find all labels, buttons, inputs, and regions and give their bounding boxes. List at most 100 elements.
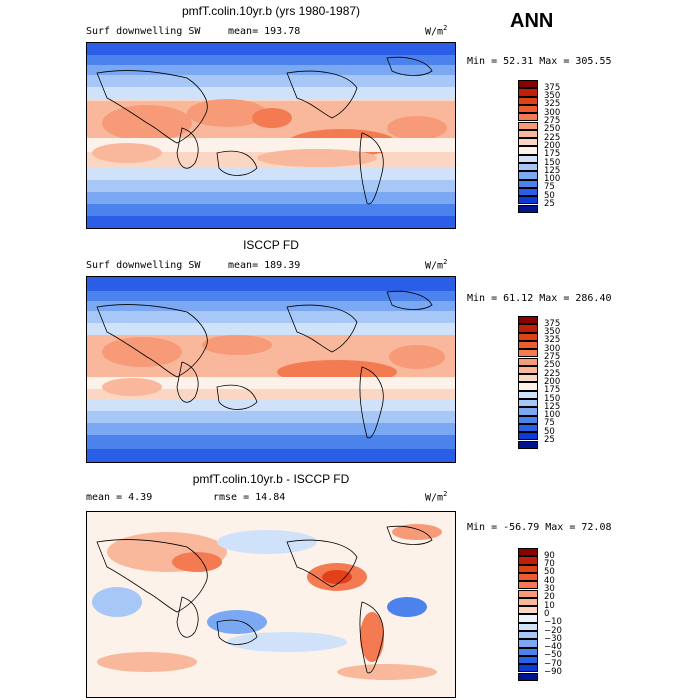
panel-1-colorbar-tick-label: 375 bbox=[544, 82, 561, 93]
panel-3-colorbar-tick-label: −70 bbox=[544, 658, 562, 669]
panel-1-colorbar-tick-label: 50 bbox=[544, 190, 555, 201]
panel-2-colorbar-tick-label: 25 bbox=[544, 435, 555, 445]
panel-1-colorbar-tick-label: 75 bbox=[544, 182, 555, 193]
panel-1-title: pmfT.colin.10yr.b (yrs 1980-1987) bbox=[181, 4, 361, 18]
panel-2-units: W/m2 bbox=[425, 258, 448, 272]
panel-3-colorbar-swatch bbox=[518, 564, 538, 573]
panel-2-colorbar-tick-label: 75 bbox=[544, 418, 555, 429]
panel-1-colorbar-swatch bbox=[518, 146, 538, 155]
panel-3-colorbar-tick-label: −40 bbox=[544, 642, 562, 653]
panel-3-colorbar-tick-label: −90 bbox=[544, 667, 562, 677]
panel-3-colorbar-tick-label: −10 bbox=[544, 617, 562, 628]
panel-2-colorbar-tick-label: 250 bbox=[544, 360, 561, 371]
panel-1-mean: mean= 193.78 bbox=[228, 26, 301, 37]
panel-3-colorbar-swatch bbox=[518, 639, 538, 648]
panel-3-colorbar-tick-label: 90 bbox=[544, 550, 555, 561]
panel-1-colorbar-tick-label: 275 bbox=[544, 116, 561, 126]
panel-2-colorbar-tick-label: 350 bbox=[544, 327, 561, 338]
panel-2-colorbar-swatch bbox=[518, 415, 538, 424]
panel-1-colorbar-swatch bbox=[518, 204, 538, 213]
panel-1-colorbar-tick-label: 100 bbox=[544, 174, 561, 185]
panel-3-colorbar-tick-label: 70 bbox=[544, 559, 555, 570]
panel-3-colorbar: 90 70 50 40 30 20 10 0 −10 −20 −30 −40 −50 −70 −90 bbox=[518, 548, 578, 688]
panel-3-colorbar-swatch bbox=[518, 664, 538, 673]
panel-2-colorbar-tick-label: 200 bbox=[544, 376, 561, 387]
panel-1-colorbar-tick-label: 250 bbox=[544, 124, 561, 135]
panel-3-colorbar-swatch bbox=[518, 589, 538, 598]
panel-3-colorbar-swatch bbox=[518, 581, 538, 590]
panel-3-minmax: Min = -56.79 Max = 72.08 bbox=[467, 522, 612, 533]
panel-1-colorbar: 375 350 325 300 275 250 225 200 175 150 125 100 75 50… bbox=[518, 80, 578, 220]
panel-3-colorbar-swatch bbox=[518, 631, 538, 640]
panel-1-colorbar-tick-label: 325 bbox=[544, 99, 561, 110]
panel-2-colorbar-tick-label: 125 bbox=[544, 401, 561, 412]
panel-3-colorbar-swatch bbox=[518, 572, 538, 582]
panel-3-colorbar-swatch bbox=[518, 606, 538, 615]
panel-2-colorbar-tick-label: 150 bbox=[544, 393, 561, 404]
panel-2-colorbar-swatch bbox=[518, 374, 538, 383]
panel-3-colorbar-tick-label: 30 bbox=[544, 584, 555, 594]
panel-3-colorbar-swatch bbox=[518, 647, 538, 656]
panel-1-colorbar-tick-label: 300 bbox=[544, 107, 561, 118]
panel-3-map bbox=[86, 511, 456, 698]
panel-1-colorbar-tick-label: 200 bbox=[544, 140, 561, 151]
panel-2-colorbar-swatch bbox=[518, 440, 538, 449]
season-label: ANN bbox=[510, 10, 554, 32]
panel-1-contour-field bbox=[87, 43, 455, 228]
panel-1-minmax: Min = 52.31 Max = 305.55 bbox=[467, 56, 612, 67]
panel-2-colorbar-swatch bbox=[518, 357, 538, 366]
panel-3-colorbar-tick-label: 10 bbox=[544, 600, 555, 611]
panel-2-colorbar-swatch bbox=[518, 324, 538, 333]
panel-1-colorbar-swatch bbox=[518, 129, 538, 139]
panel-3-colorbar-tick-label: −20 bbox=[544, 625, 562, 636]
panel-1-colorbar-tick-label: 350 bbox=[544, 91, 561, 102]
panel-2-colorbar-tick-label: 175 bbox=[544, 385, 561, 396]
panel-2-map bbox=[86, 276, 456, 463]
panel-3-colorbar-swatch bbox=[518, 614, 538, 623]
panel-3-units: W/m2 bbox=[425, 490, 448, 504]
panel-1-colorbar-swatch bbox=[518, 121, 538, 130]
panel-2-colorbar-swatch bbox=[518, 365, 538, 375]
panel-3-title: pmfT.colin.10yr.b - ISCCP FD bbox=[192, 472, 350, 486]
panel-3-colorbar-swatch bbox=[518, 548, 538, 557]
panel-1-colorbar-swatch bbox=[518, 113, 538, 122]
panel-3-colorbar-tick-label: −30 bbox=[544, 633, 562, 644]
panel-2-colorbar-swatch bbox=[518, 382, 538, 391]
panel-2-mean: mean= 189.39 bbox=[228, 260, 301, 271]
panel-3-colorbar-swatch bbox=[518, 672, 538, 681]
panel-1-colorbar-tick-label: 125 bbox=[544, 165, 561, 176]
panel-3-colorbar-swatch bbox=[518, 597, 538, 607]
panel-2-colorbar-tick-label: 275 bbox=[544, 352, 561, 362]
panel-3-mean: mean = 4.39 bbox=[86, 492, 153, 503]
panel-3-colorbar-tick-label: 20 bbox=[544, 592, 555, 603]
panel-1-map bbox=[86, 42, 456, 229]
panel-3-colorbar-tick-label: 50 bbox=[544, 567, 555, 578]
panel-2-colorbar-tick-label: 50 bbox=[544, 426, 555, 437]
panel-2-minmax: Min = 61.12 Max = 286.40 bbox=[467, 293, 612, 304]
panel-2-title: ISCCP FD bbox=[243, 238, 299, 252]
panel-2-colorbar: 375 350 325 300 275 250 225 200 175 150 125 100 75 50… bbox=[518, 316, 578, 456]
panel-1-variable-label: Surf downwelling SW bbox=[86, 26, 201, 37]
panel-1-colorbar-swatch bbox=[518, 179, 538, 188]
panel-1-colorbar-swatch bbox=[518, 96, 538, 105]
panel-2-colorbar-swatch bbox=[518, 332, 538, 341]
panel-1-colorbar-swatch bbox=[518, 196, 538, 205]
panel-2-colorbar-swatch bbox=[518, 340, 538, 350]
panel-1-colorbar-tick-label: 175 bbox=[544, 149, 561, 160]
panel-3-colorbar-tick-label: 0 bbox=[544, 608, 550, 619]
panel-2-colorbar-swatch bbox=[518, 407, 538, 416]
panel-2-colorbar-swatch bbox=[518, 432, 538, 441]
panel-1-colorbar-swatch bbox=[518, 80, 538, 89]
panel-1-colorbar-tick-label: 225 bbox=[544, 132, 561, 143]
panel-2-contour-field bbox=[87, 277, 455, 462]
panel-2-colorbar-tick-label: 100 bbox=[544, 410, 561, 421]
panel-2-colorbar-swatch bbox=[518, 399, 538, 408]
panel-2-colorbar-swatch bbox=[518, 316, 538, 325]
panel-1-colorbar-swatch bbox=[518, 104, 538, 114]
panel-1-colorbar-tick-label: 150 bbox=[544, 157, 561, 168]
panel-1-colorbar-tick-label: 25 bbox=[544, 199, 555, 209]
panel-1-colorbar-swatch bbox=[518, 163, 538, 172]
panel-1-units: W/m2 bbox=[425, 24, 448, 38]
panel-3-rmse: rmse = 14.84 bbox=[213, 492, 286, 503]
panel-2-colorbar-tick-label: 375 bbox=[544, 318, 561, 329]
